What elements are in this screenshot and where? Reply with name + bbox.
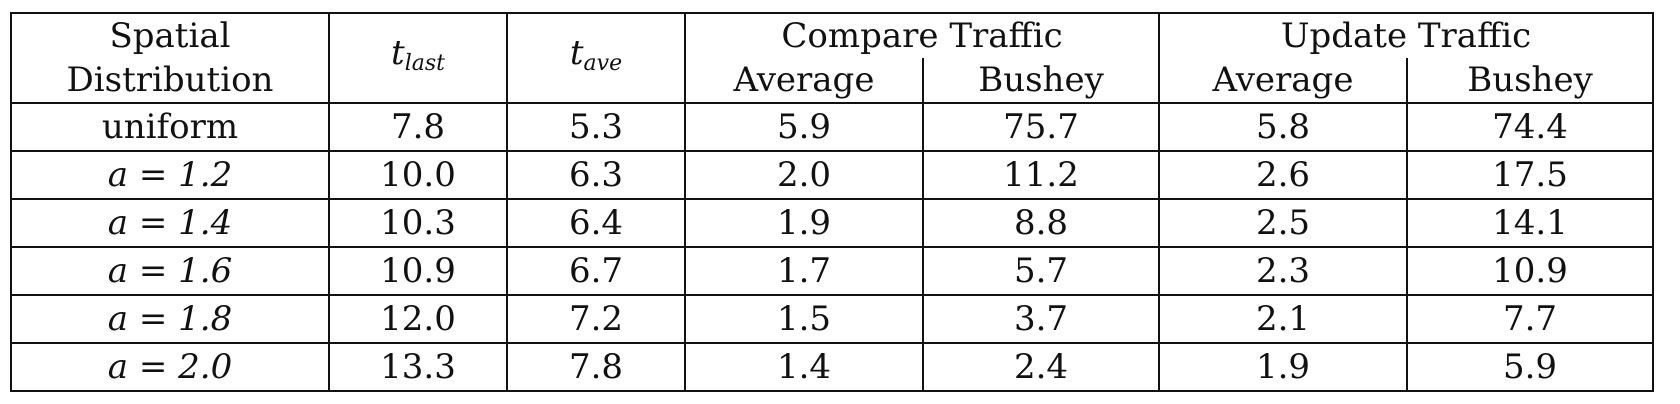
cell-dist: a = 1.2	[11, 150, 329, 199]
cell-update-bushey: 14.1	[1406, 198, 1653, 247]
table-row: a = 1.2 10.0 6.3 2.0 11.2 2.6 17.5	[11, 150, 1653, 199]
cell-t-ave: 7.2	[506, 294, 685, 343]
cell-compare-average: 1.4	[684, 342, 923, 391]
header-t-ave: tave	[506, 13, 685, 103]
cell-update-average: 2.3	[1158, 246, 1407, 295]
cell-update-bushey: 17.5	[1406, 150, 1653, 199]
header-row-2: Distribution Average Bushey Average Bush…	[11, 58, 1653, 103]
cell-t-last: 10.9	[328, 246, 507, 295]
cell-t-ave: 6.3	[506, 150, 685, 199]
results-table-frame: Spatial tlast tave Compare Traffic Updat…	[10, 12, 1654, 392]
cell-compare-average: 2.0	[684, 150, 923, 199]
cell-compare-average: 1.9	[684, 198, 923, 247]
cell-compare-bushey: 11.2	[922, 150, 1159, 199]
table-row: a = 1.6 10.9 6.7 1.7 5.7 2.3 10.9	[11, 246, 1653, 295]
header-update-average: Average	[1158, 58, 1407, 103]
table-row: uniform 7.8 5.3 5.9 75.7 5.8 74.4	[11, 102, 1653, 151]
cell-compare-bushey: 75.7	[922, 102, 1159, 151]
cell-t-last: 10.0	[328, 150, 507, 199]
cell-update-average: 1.9	[1158, 342, 1407, 391]
t-last-base: t	[391, 32, 405, 73]
cell-update-average: 2.6	[1158, 150, 1407, 199]
header-t-last: tlast	[328, 13, 507, 103]
header-compare-bushey: Bushey	[922, 58, 1159, 103]
cell-dist: a = 1.4	[11, 198, 329, 247]
cell-compare-bushey: 5.7	[922, 246, 1159, 295]
cell-t-ave: 5.3	[506, 102, 685, 151]
cell-dist: uniform	[11, 102, 329, 151]
header-update-bushey: Bushey	[1406, 58, 1653, 103]
cell-t-last: 13.3	[328, 342, 507, 391]
cell-dist: a = 1.8	[11, 294, 329, 343]
t-ave-base: t	[569, 32, 584, 73]
t-ave-sub: ave	[583, 50, 623, 76]
cell-update-average: 2.5	[1158, 198, 1407, 247]
header-update-traffic: Update Traffic	[1158, 13, 1653, 58]
cell-update-average: 5.8	[1158, 102, 1407, 151]
cell-compare-bushey: 8.8	[922, 198, 1159, 247]
header-row-1: Spatial tlast tave Compare Traffic Updat…	[11, 13, 1653, 103]
cell-dist: a = 1.6	[11, 246, 329, 295]
cell-compare-average: 1.5	[684, 294, 923, 343]
cell-t-last: 10.3	[328, 198, 507, 247]
cell-t-last: 7.8	[328, 102, 507, 151]
cell-t-last: 12.0	[328, 294, 507, 343]
header-compare-traffic: Compare Traffic	[684, 13, 1159, 58]
table-row: a = 1.4 10.3 6.4 1.9 8.8 2.5 14.1	[11, 198, 1653, 247]
cell-t-ave: 6.4	[506, 198, 685, 247]
header-distribution: Distribution	[66, 60, 274, 100]
cell-compare-average: 5.9	[684, 102, 923, 151]
cell-t-ave: 7.8	[506, 342, 685, 391]
cell-update-bushey: 10.9	[1406, 246, 1653, 295]
cell-update-bushey: 74.4	[1406, 102, 1653, 151]
t-last-sub: last	[404, 50, 445, 76]
header-spatial: Spatial	[109, 16, 231, 56]
results-table: Spatial tlast tave Compare Traffic Updat…	[10, 12, 1654, 392]
cell-update-average: 2.1	[1158, 294, 1407, 343]
table-row: a = 2.0 13.3 7.8 1.4 2.4 1.9 5.9	[11, 342, 1653, 391]
cell-t-ave: 6.7	[506, 246, 685, 295]
table-row: a = 1.8 12.0 7.2 1.5 3.7 2.1 7.7	[11, 294, 1653, 343]
header-compare-average: Average	[684, 58, 923, 103]
cell-compare-bushey: 3.7	[922, 294, 1159, 343]
cell-update-bushey: 5.9	[1406, 342, 1653, 391]
cell-dist: a = 2.0	[11, 342, 329, 391]
cell-compare-bushey: 2.4	[922, 342, 1159, 391]
cell-update-bushey: 7.7	[1406, 294, 1653, 343]
cell-compare-average: 1.7	[684, 246, 923, 295]
